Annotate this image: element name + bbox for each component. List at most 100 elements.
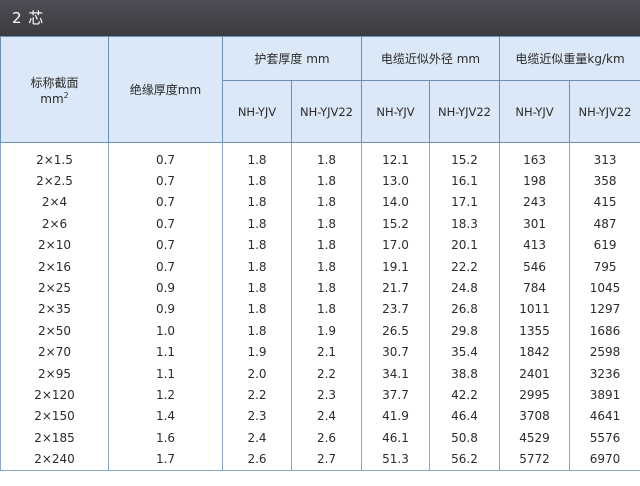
cell-diameter-type-a: 17.0 bbox=[361, 234, 431, 256]
cell-diameter-type-b: 20.1 bbox=[429, 234, 501, 256]
cell-sheath-type-b: 1.8 bbox=[290, 234, 363, 256]
cell-diameter-type-b: 46.4 bbox=[429, 405, 501, 428]
cell-weight-type-a: 1842 bbox=[499, 341, 571, 363]
cell-section: 2×10 bbox=[0, 234, 109, 256]
cell-sheath-type-a: 1.8 bbox=[222, 213, 292, 235]
table-row: 2×25 0.9 1.8 1.8 21.7 24.8 784 1045 bbox=[0, 277, 640, 299]
header-section: 标称截面 mm2 bbox=[0, 36, 109, 143]
table-row: 2×6 0.7 1.8 1.8 15.2 18.3 301 487 bbox=[0, 213, 640, 235]
cell-diameter-type-b: 22.2 bbox=[429, 255, 501, 278]
cell-weight-type-a: 301 bbox=[499, 213, 571, 235]
cell-weight-type-a: 546 bbox=[499, 255, 571, 278]
header-section-label: 标称截面 bbox=[30, 75, 79, 90]
cell-insulation: 1.1 bbox=[108, 362, 223, 385]
cell-sheath-type-a: 1.9 bbox=[222, 341, 292, 363]
cell-sheath-type-b: 2.3 bbox=[290, 384, 363, 406]
cell-insulation: 0.7 bbox=[108, 142, 223, 171]
cell-weight-type-b: 4641 bbox=[569, 405, 640, 428]
cell-diameter-type-a: 21.7 bbox=[361, 277, 431, 299]
cell-sheath-type-a: 2.6 bbox=[222, 448, 292, 471]
table-row: 2×240 1.7 2.6 2.7 51.3 56.2 5772 6970 bbox=[0, 448, 640, 471]
cell-section: 2×95 bbox=[0, 362, 109, 385]
cell-sheath-type-b: 2.4 bbox=[290, 405, 363, 428]
cell-weight-type-b: 358 bbox=[569, 170, 640, 192]
cell-sheath-type-a: 1.8 bbox=[222, 142, 292, 171]
header-weight-type-a: NH-YJV bbox=[499, 80, 571, 143]
cell-weight-type-a: 1355 bbox=[499, 320, 571, 342]
cell-diameter-type-a: 12.1 bbox=[361, 142, 431, 171]
cell-diameter-type-b: 18.3 bbox=[429, 213, 501, 235]
cell-diameter-type-b: 50.8 bbox=[429, 427, 501, 449]
cell-diameter-type-a: 46.1 bbox=[361, 427, 431, 449]
cell-weight-type-a: 2995 bbox=[499, 384, 571, 406]
cell-diameter-type-b: 26.8 bbox=[429, 298, 501, 321]
cell-sheath-type-b: 2.1 bbox=[290, 341, 363, 363]
cell-insulation: 0.7 bbox=[108, 191, 223, 214]
cell-diameter-type-a: 19.1 bbox=[361, 255, 431, 278]
cell-sheath-type-b: 1.9 bbox=[290, 320, 363, 342]
cell-section: 2×185 bbox=[0, 427, 109, 449]
cell-section: 2×6 bbox=[0, 213, 109, 235]
cell-weight-type-b: 313 bbox=[569, 142, 640, 171]
cell-diameter-type-b: 24.8 bbox=[429, 277, 501, 299]
cell-section: 2×240 bbox=[0, 448, 109, 471]
cell-diameter-type-a: 37.7 bbox=[361, 384, 431, 406]
table-row: 2×50 1.0 1.8 1.9 26.5 29.8 1355 1686 bbox=[0, 320, 640, 342]
cell-diameter-type-a: 30.7 bbox=[361, 341, 431, 363]
cell-diameter-type-a: 13.0 bbox=[361, 170, 431, 192]
cell-sheath-type-a: 2.3 bbox=[222, 405, 292, 428]
cell-insulation: 0.9 bbox=[108, 298, 223, 321]
table-row: 2×16 0.7 1.8 1.8 19.1 22.2 546 795 bbox=[0, 255, 640, 278]
table-title: 2 芯 bbox=[0, 0, 640, 36]
cell-diameter-type-b: 35.4 bbox=[429, 341, 501, 363]
cell-sheath-type-b: 1.8 bbox=[290, 142, 363, 171]
cell-sheath-type-b: 1.8 bbox=[290, 298, 363, 321]
cell-insulation: 0.7 bbox=[108, 255, 223, 278]
cell-diameter-type-a: 41.9 bbox=[361, 405, 431, 428]
table-row: 2×4 0.7 1.8 1.8 14.0 17.1 243 415 bbox=[0, 191, 640, 214]
cell-weight-type-b: 795 bbox=[569, 255, 640, 278]
cell-sheath-type-a: 1.8 bbox=[222, 255, 292, 278]
cell-sheath-type-b: 2.2 bbox=[290, 362, 363, 385]
cell-weight-type-b: 619 bbox=[569, 234, 640, 256]
cell-diameter-type-a: 14.0 bbox=[361, 191, 431, 214]
cell-weight-type-a: 2401 bbox=[499, 362, 571, 385]
header-weight-type-b: NH-YJV22 bbox=[569, 80, 640, 143]
cell-diameter-type-b: 29.8 bbox=[429, 320, 501, 342]
cell-sheath-type-b: 1.8 bbox=[290, 213, 363, 235]
cell-weight-type-a: 163 bbox=[499, 142, 571, 171]
cell-diameter-type-a: 23.7 bbox=[361, 298, 431, 321]
cell-weight-type-b: 1297 bbox=[569, 298, 640, 321]
cell-diameter-type-b: 16.1 bbox=[429, 170, 501, 192]
table-body: 2×1.5 0.7 1.8 1.8 12.1 15.2 163 313 2×2.5 0.7 1.8 1… bbox=[0, 142, 640, 471]
cell-diameter-type-a: 15.2 bbox=[361, 213, 431, 235]
cell-sheath-type-b: 1.8 bbox=[290, 191, 363, 214]
cable-spec-table: 标称截面 mm2 绝缘厚度mm 护套厚度 mm 电缆近似外径 mm 电缆近似重量… bbox=[0, 36, 640, 471]
cell-section: 2×16 bbox=[0, 255, 109, 278]
table-row: 2×35 0.9 1.8 1.8 23.7 26.8 1011 1297 bbox=[0, 298, 640, 321]
cell-insulation: 0.7 bbox=[108, 170, 223, 192]
cell-section: 2×70 bbox=[0, 341, 109, 363]
cell-weight-type-b: 487 bbox=[569, 213, 640, 235]
header-diameter: 电缆近似外径 mm bbox=[361, 36, 501, 81]
cell-weight-type-a: 413 bbox=[499, 234, 571, 256]
table-row: 2×2.5 0.7 1.8 1.8 13.0 16.1 198 358 bbox=[0, 170, 640, 192]
cell-insulation: 0.7 bbox=[108, 234, 223, 256]
table-row: 2×185 1.6 2.4 2.6 46.1 50.8 4529 5576 bbox=[0, 427, 640, 449]
cell-insulation: 1.7 bbox=[108, 448, 223, 471]
header-sheath-type-a: NH-YJV bbox=[222, 80, 292, 143]
table-row: 2×120 1.2 2.2 2.3 37.7 42.2 2995 3891 bbox=[0, 384, 640, 406]
header-section-unit-sup: 2 bbox=[63, 90, 69, 100]
cell-section: 2×35 bbox=[0, 298, 109, 321]
cell-insulation: 0.9 bbox=[108, 277, 223, 299]
cell-sheath-type-b: 2.7 bbox=[290, 448, 363, 471]
cell-weight-type-a: 4529 bbox=[499, 427, 571, 449]
cell-diameter-type-a: 51.3 bbox=[361, 448, 431, 471]
cell-weight-type-a: 5772 bbox=[499, 448, 571, 471]
cell-sheath-type-a: 1.8 bbox=[222, 320, 292, 342]
header-insulation: 绝缘厚度mm bbox=[108, 36, 223, 143]
cell-weight-type-b: 1045 bbox=[569, 277, 640, 299]
cell-weight-type-b: 2598 bbox=[569, 341, 640, 363]
cell-sheath-type-b: 1.8 bbox=[290, 255, 363, 278]
cell-section: 2×1.5 bbox=[0, 142, 109, 171]
